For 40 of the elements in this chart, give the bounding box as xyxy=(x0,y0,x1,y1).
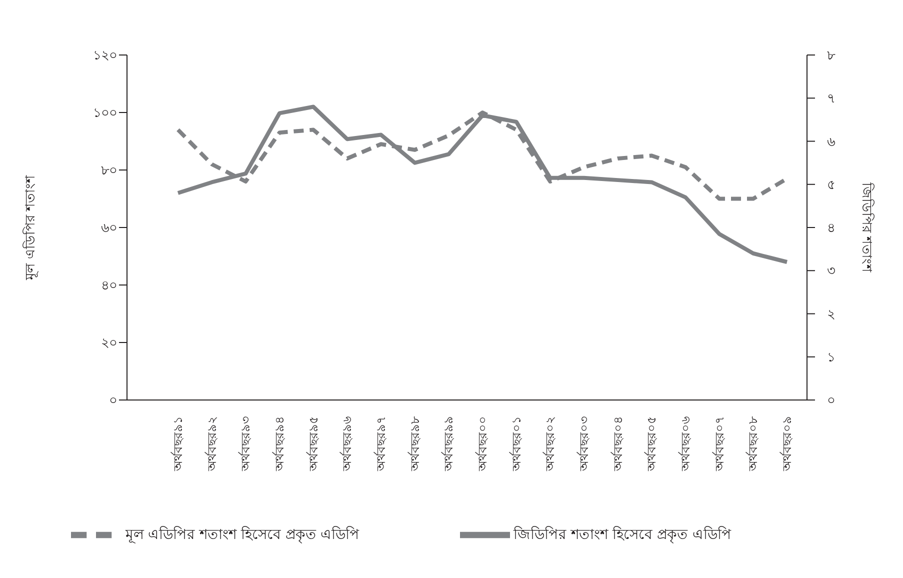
x-tick-label: অর্থবছর০৮ xyxy=(746,416,760,472)
y-tick-label: ১০০ xyxy=(93,106,117,122)
x-tick-label: অর্থবছর০২ xyxy=(543,416,558,472)
x-tick-label: অর্থবছর০০ xyxy=(476,416,490,472)
legend-label: মূল এডিপির শতাংশ হিসেবে প্রকৃত এডিপি xyxy=(125,526,360,543)
x-tick-label: অর্থবছর০৩ xyxy=(577,416,591,472)
y2-tick-label: ৬ xyxy=(827,134,836,150)
x-tick-label: অর্থবছর০১ xyxy=(509,416,524,472)
x-tick-label: অর্থবছর৯৭ xyxy=(374,416,388,472)
y-tick-label: ৬০ xyxy=(101,221,117,236)
x-tick-label: অর্থবছর০৪ xyxy=(610,416,625,472)
y2-axis-title: জিডিপির শতাংশ xyxy=(858,181,874,273)
y-tick-label: ৮০ xyxy=(101,164,117,179)
x-tick-label: অর্থবছর৯৯ xyxy=(442,416,456,472)
y-axis-title: মূল এডিপির শতাংশ xyxy=(22,174,39,282)
x-tick-label: অর্থবছর৯৫ xyxy=(306,416,320,472)
x-tick-label: অর্থবছর৯৪ xyxy=(272,416,286,472)
y2-tick-label: ০ xyxy=(827,394,835,409)
x-tick-label: অর্থবছর০৭ xyxy=(712,416,726,472)
line-series xyxy=(176,104,789,264)
y2-tick-label: ৮ xyxy=(827,48,836,64)
x-tick-label: অর্থবছর৯২ xyxy=(204,416,219,472)
legend-label: জিডিপির শতাংশ হিসেবে প্রকৃত এডিপি xyxy=(514,526,732,543)
y-tick-label: ৪০ xyxy=(101,278,117,294)
y2-tick-label: ৭ xyxy=(827,92,835,107)
x-tick-label: অর্থবছর৯৩ xyxy=(238,416,253,472)
y-tick-label: ১২০ xyxy=(93,48,117,64)
y-tick-label: ২০ xyxy=(101,336,117,352)
x-tick-label: অর্থবছর০৬ xyxy=(678,416,692,472)
y2-tick-label: ৪ xyxy=(827,221,835,236)
x-tick-label: অর্থবছর৯৮ xyxy=(408,416,422,472)
x-tick-label: অর্থবছর৯৬ xyxy=(340,416,354,472)
y2-tick-label: ৩ xyxy=(827,264,835,280)
y-tick-label: ০ xyxy=(109,394,117,409)
x-tick-label: অর্থবছর৯১ xyxy=(171,416,185,472)
y2-tick-label: ৫ xyxy=(827,178,835,193)
x-tick-label: অর্থবছর০৫ xyxy=(644,416,659,472)
y2-tick-label: ২ xyxy=(827,307,835,322)
y2-tick-label: ১ xyxy=(827,350,835,366)
x-tick-label: অর্থবছর০৯ xyxy=(780,416,794,472)
